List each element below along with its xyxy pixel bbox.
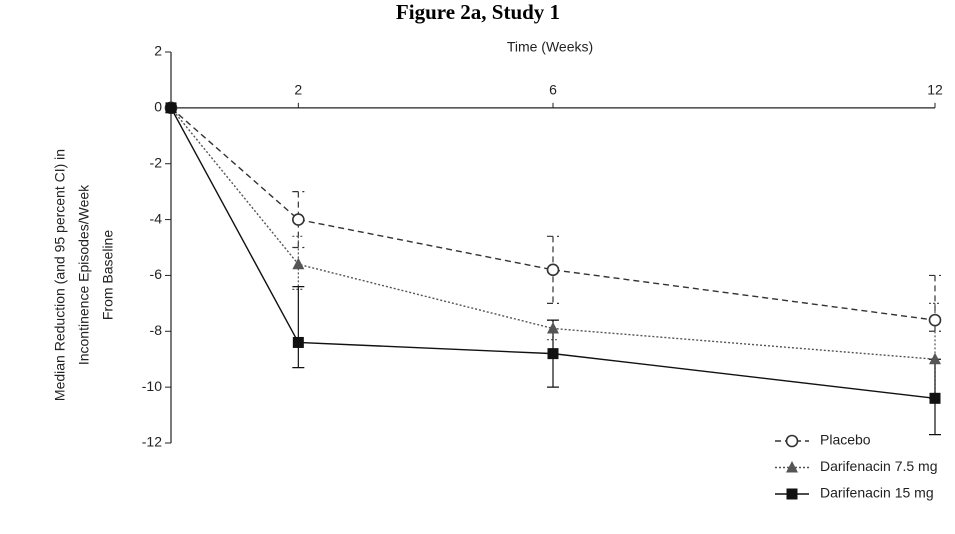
x-tick-label: 12 bbox=[927, 82, 943, 98]
series-line bbox=[170, 107, 936, 360]
y-axis-label-line: Median Reduction (and 95 percent CI) in bbox=[52, 149, 68, 401]
y-tick-label: -2 bbox=[150, 154, 163, 170]
y-tick-label: 2 bbox=[154, 43, 162, 59]
y-tick-label: 0 bbox=[154, 99, 162, 115]
data-point bbox=[546, 263, 560, 277]
data-point bbox=[292, 257, 305, 270]
y-tick-label: -6 bbox=[150, 266, 163, 282]
data-point bbox=[547, 348, 559, 360]
y-axis-label-line: Incontinence Episodes/Week bbox=[76, 184, 92, 365]
y-tick-label: -4 bbox=[150, 210, 163, 226]
x-tick-label: 2 bbox=[294, 82, 302, 98]
data-point bbox=[292, 213, 305, 226]
x-axis-label: Time (Weeks) bbox=[507, 39, 593, 55]
data-point bbox=[165, 102, 177, 114]
y-axis-label-line: From Baseline bbox=[100, 230, 116, 320]
data-point bbox=[547, 321, 559, 334]
series-line bbox=[170, 107, 936, 400]
error-bar bbox=[929, 274, 941, 332]
chart-title: Figure 2a, Study 1 bbox=[396, 0, 560, 24]
data-point bbox=[929, 392, 941, 404]
x-tick-label: 6 bbox=[549, 82, 557, 98]
legend-label: Darifenacin 15 mg bbox=[820, 485, 934, 501]
legend-label: Darifenacin 7.5 mg bbox=[820, 458, 938, 474]
error-bar bbox=[292, 191, 305, 249]
error-bar bbox=[292, 286, 305, 369]
y-axis-label: Median Reduction (and 95 percent CI) in … bbox=[52, 149, 116, 401]
data-point bbox=[929, 352, 941, 365]
data-point bbox=[928, 313, 942, 327]
y-tick-label: -12 bbox=[142, 434, 162, 450]
y-tick-label: -8 bbox=[150, 322, 163, 338]
legend-marker bbox=[786, 488, 798, 500]
data-point bbox=[292, 336, 304, 348]
legend-label: Placebo bbox=[820, 432, 871, 448]
series-line bbox=[170, 107, 936, 321]
legend-marker bbox=[785, 434, 799, 448]
legend-marker bbox=[786, 461, 798, 473]
y-tick-label: -10 bbox=[142, 378, 162, 394]
